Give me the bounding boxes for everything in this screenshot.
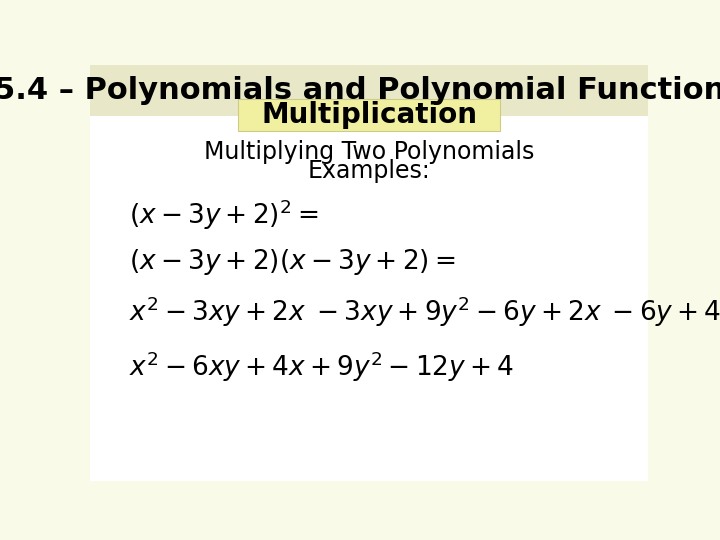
Text: $(x-3y+2)^{2} =$: $(x-3y+2)^{2} =$ — [129, 197, 318, 232]
Text: $x^{2}-6xy+4x+9y^{2}-12y+4$: $x^{2}-6xy+4x+9y^{2}-12y+4$ — [129, 349, 514, 383]
Text: 5.4 – Polynomials and Polynomial Functions: 5.4 – Polynomials and Polynomial Functio… — [0, 77, 720, 105]
Text: $(x-3y+2)(x-3y+2)=$: $(x-3y+2)(x-3y+2)=$ — [129, 247, 456, 278]
Text: Multiplication: Multiplication — [261, 101, 477, 129]
FancyBboxPatch shape — [238, 99, 500, 131]
FancyBboxPatch shape — [90, 65, 648, 116]
Text: Examples:: Examples: — [307, 159, 431, 183]
Text: Multiplying Two Polynomials: Multiplying Two Polynomials — [204, 140, 534, 164]
FancyBboxPatch shape — [90, 116, 648, 481]
Text: $x^{2}-3xy+2x\;-3xy+9y^{2}-6y+2x\;-6y+4 =$: $x^{2}-3xy+2x\;-3xy+9y^{2}-6y+2x\;-6y+4 … — [129, 295, 720, 329]
